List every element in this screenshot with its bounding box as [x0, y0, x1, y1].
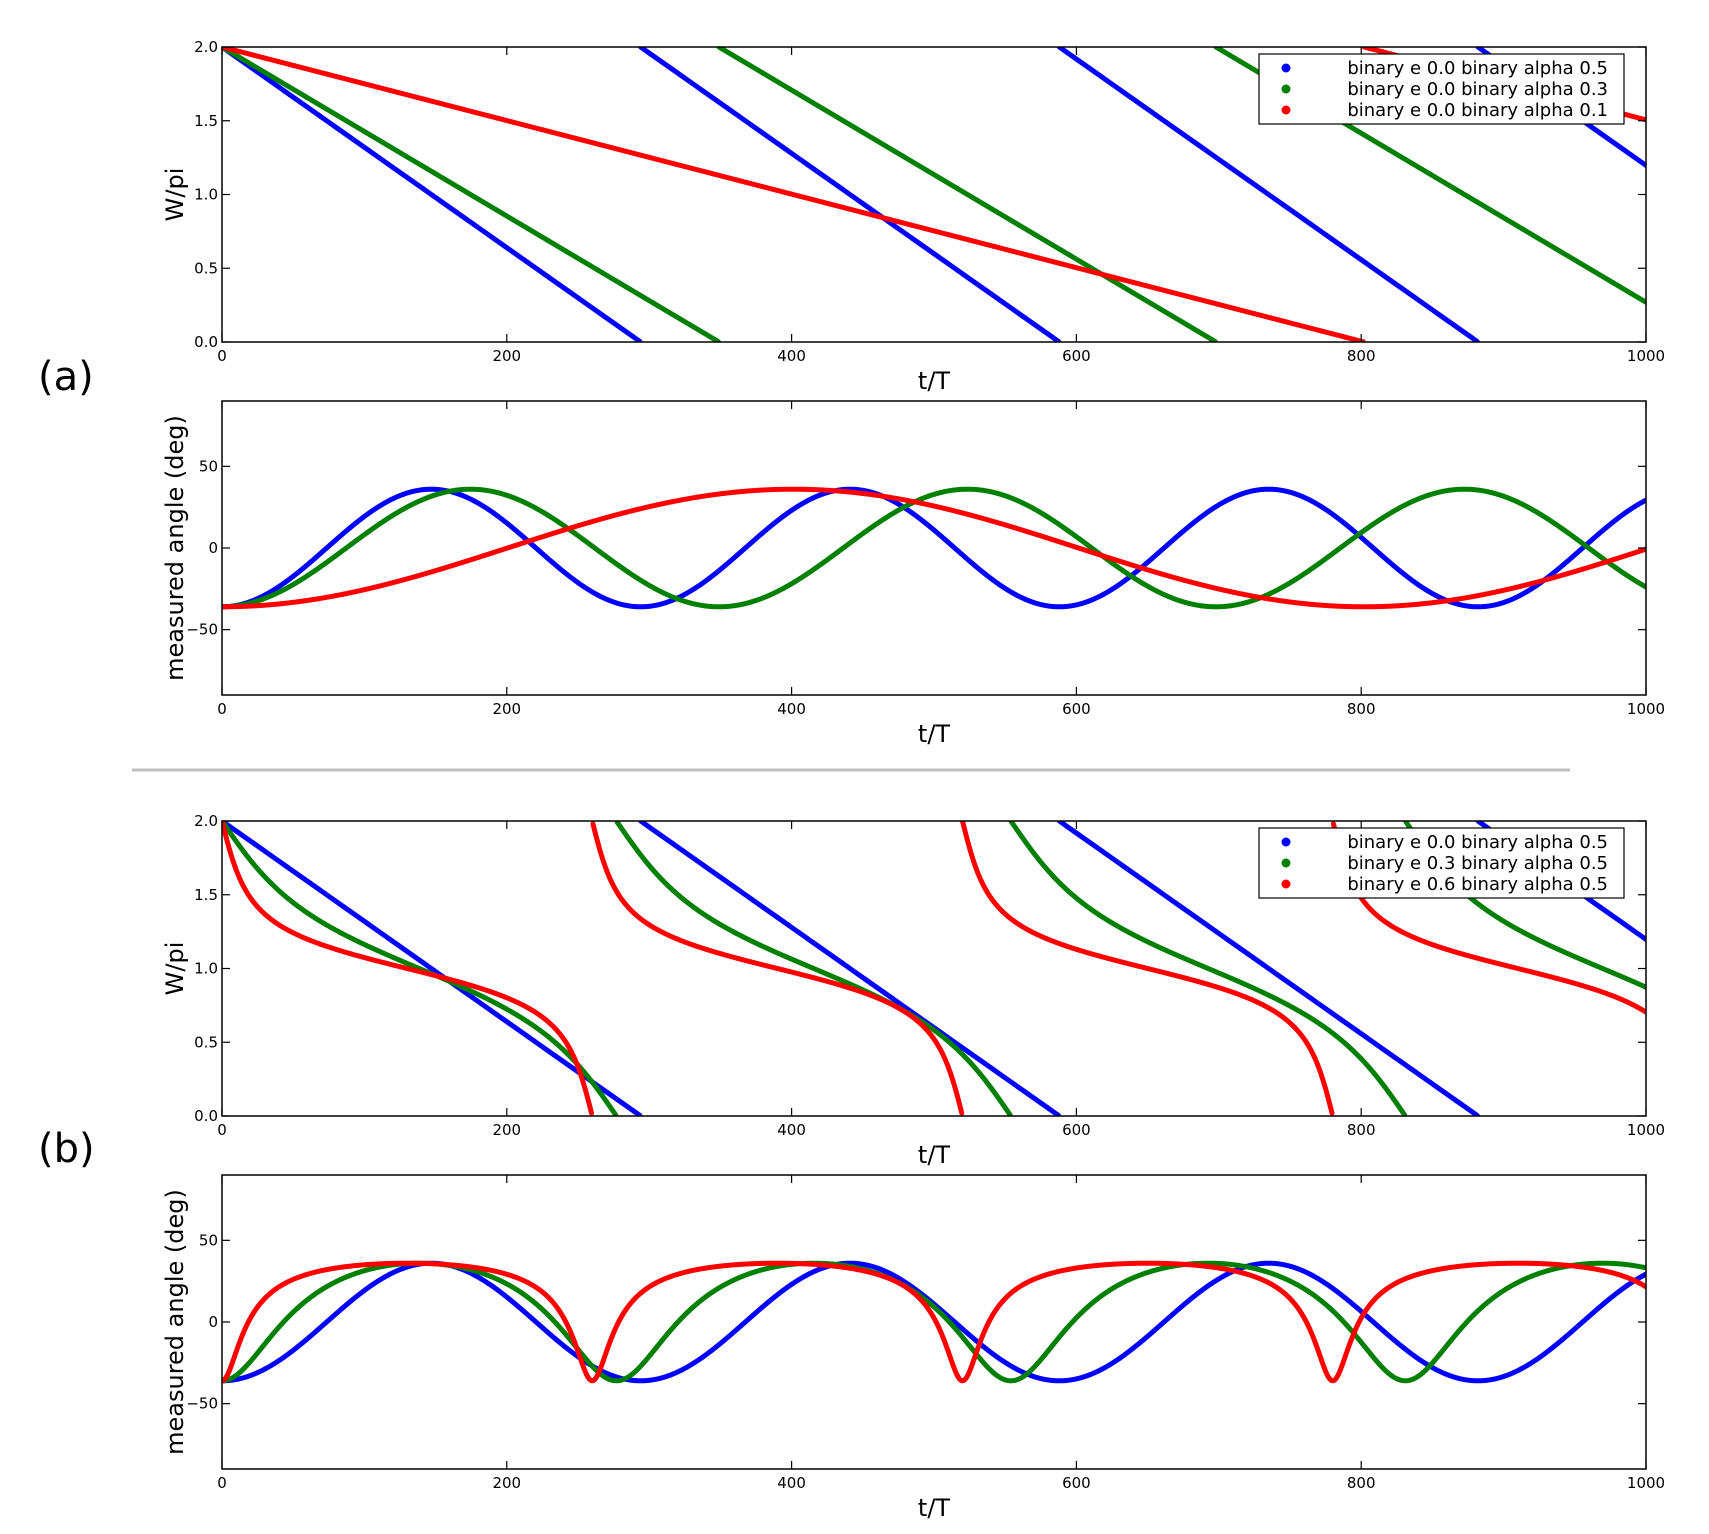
y-axis-label: measured angle (deg)	[161, 1189, 189, 1455]
series-line-segment	[222, 821, 643, 1116]
axes-frame	[221, 400, 1647, 696]
x-tick-label: 1000	[1627, 1474, 1665, 1492]
series-line-segment	[222, 47, 643, 342]
series-line-segment	[590, 821, 965, 1116]
x-tick-label: 400	[777, 700, 806, 718]
legend-marker	[1281, 84, 1291, 94]
y-tick-label: 0.5	[194, 259, 218, 277]
y-axis-label: W/pi	[161, 942, 189, 996]
x-tick-label: 600	[1062, 1121, 1091, 1139]
x-axis-label: t/T	[918, 1494, 950, 1522]
series-3	[222, 821, 1646, 1116]
x-tick-label: 200	[492, 700, 521, 718]
x-axis-label: t/T	[918, 720, 950, 748]
legend-marker	[1281, 837, 1291, 847]
chart-a-top: 0 200 400 600 800 1000 0.0 0.5 1.0 1.5 2.0 t/T W/pi b…	[161, 38, 1665, 395]
series-line-segment	[222, 47, 721, 342]
x-tick-label: 600	[1062, 347, 1091, 365]
legend-marker	[1281, 63, 1291, 73]
x-tick-label: 0	[217, 1121, 227, 1139]
series-line-segment	[222, 821, 595, 1116]
x-tick-label: 800	[1347, 1121, 1376, 1139]
legend-box	[1258, 827, 1625, 899]
x-tick-label: 0	[217, 700, 227, 718]
legend-marker	[1281, 105, 1291, 115]
series-line	[222, 1260, 1646, 1384]
x-tick-label: 600	[1062, 700, 1091, 718]
x-tick-label: 400	[777, 1474, 806, 1492]
x-tick-label: 400	[777, 347, 806, 365]
series-line-segment	[716, 47, 1218, 342]
legend-entry: binary e 0.3 binary alpha 0.5	[1347, 853, 1608, 874]
series-line-segment	[638, 821, 1062, 1116]
chart-b-bottom: 0 200 400 600 800 1000 −50 0 50 t/T measured angle…	[161, 1174, 1665, 1522]
y-tick-label: 1.5	[194, 886, 218, 904]
x-tick-label: 1000	[1627, 347, 1665, 365]
series-line-segment	[1008, 821, 1408, 1116]
y-tick-label: 0	[208, 539, 218, 557]
y-tick-label: 1.5	[194, 112, 218, 130]
legend-entry: binary e 0.0 binary alpha 0.1	[1347, 100, 1608, 121]
y-axis-label: measured angle (deg)	[161, 415, 189, 681]
y-tick-label: 2.0	[194, 38, 218, 56]
x-tick-label: 400	[777, 1121, 806, 1139]
x-axis-label: t/T	[918, 367, 950, 395]
y-tick-label: −50	[186, 621, 218, 639]
x-tick-label: 800	[1347, 700, 1376, 718]
series-3	[222, 1260, 1646, 1384]
series-line-segment	[1056, 821, 1480, 1116]
x-tick-label: 0	[217, 347, 227, 365]
x-tick-label: 600	[1062, 1474, 1091, 1492]
x-axis-label: t/T	[918, 1141, 950, 1169]
series-line	[222, 486, 1646, 610]
series-line-segment	[1330, 821, 1646, 1015]
plot-area	[222, 1260, 1646, 1384]
x-tick-label: 0	[217, 1474, 227, 1492]
y-tick-label: 50	[199, 1231, 218, 1249]
series-line-segment	[614, 821, 1013, 1116]
series-line-segment	[959, 821, 1335, 1116]
x-tick-label: 200	[492, 347, 521, 365]
series-line	[222, 486, 1646, 610]
panel-label-b: (b)	[38, 1126, 95, 1172]
x-tick-label: 200	[492, 1474, 521, 1492]
y-tick-label: 1.0	[194, 186, 218, 204]
series-line	[222, 486, 1646, 610]
y-tick-label: 1.0	[194, 960, 218, 978]
x-tick-label: 800	[1347, 347, 1376, 365]
y-tick-label: 0.5	[194, 1033, 218, 1051]
legend-entry: binary e 0.0 binary alpha 0.3	[1347, 79, 1608, 100]
x-tick-label: 800	[1347, 1474, 1376, 1492]
y-tick-label: 0	[208, 1313, 218, 1331]
series-line-segment	[1056, 47, 1480, 342]
y-tick-label: 0.0	[194, 1107, 218, 1125]
y-tick-label: 50	[199, 457, 218, 475]
x-tick-label: 1000	[1627, 700, 1665, 718]
legend-entry: binary e 0.0 binary alpha 0.5	[1347, 58, 1608, 79]
x-tick-label: 1000	[1627, 1121, 1665, 1139]
legend-marker	[1281, 858, 1291, 868]
series-line-segment	[222, 821, 619, 1116]
series-2	[222, 486, 1646, 610]
plot-area	[222, 486, 1646, 610]
series-3	[222, 486, 1646, 610]
panel-label-a: (a)	[38, 354, 94, 400]
series-line-segment	[222, 47, 1366, 342]
legend-marker	[1281, 879, 1291, 889]
x-tick-label: 200	[492, 1121, 521, 1139]
chart-b-top: 0 200 400 600 800 1000 0.0 0.5 1.0 1.5 2.0 t/T W/pi b…	[161, 812, 1665, 1169]
y-tick-label: 2.0	[194, 812, 218, 830]
series-line-segment	[638, 47, 1062, 342]
series-1	[222, 486, 1646, 610]
y-tick-label: 0.0	[194, 333, 218, 351]
chart-a-bottom: 0 200 400 600 800 1000 −50 0 50 t/T measured angle…	[161, 400, 1665, 748]
legend-entry: binary e 0.6 binary alpha 0.5	[1347, 874, 1608, 895]
y-axis-label: W/pi	[161, 168, 189, 222]
legend-entry: binary e 0.0 binary alpha 0.5	[1347, 832, 1608, 853]
y-tick-label: −50	[186, 1395, 218, 1413]
legend-box	[1258, 53, 1625, 125]
